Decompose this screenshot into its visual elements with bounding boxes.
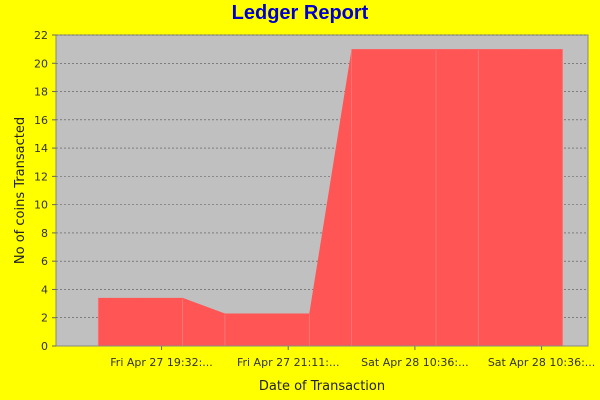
y-axis-ticks: 0 2 4 6 8 10 12 14 16 18 20 22 [34,29,56,353]
y-tick-label: 4 [41,283,48,296]
x-axis-label: Date of Transaction [259,379,385,394]
y-tick-label: 20 [34,57,48,70]
y-tick-label: 8 [41,227,48,240]
x-tick-label: Fri Apr 27 21:11:... [237,356,340,369]
x-axis-ticks: Fri Apr 27 19:32:... Fri Apr 27 21:11:...… [110,346,595,369]
y-tick-label: 6 [41,255,48,268]
y-tick-label: 18 [34,86,48,99]
y-tick-label: 16 [34,114,48,127]
y-tick-label: 22 [34,29,48,42]
y-tick-label: 0 [41,340,48,353]
x-tick-label: Sat Apr 28 10:36:... [488,356,595,369]
y-tick-label: 14 [34,142,48,155]
series-layer [98,49,563,346]
x-tick-label: Fri Apr 27 19:32:... [110,356,213,369]
category-lines [97,50,564,346]
y-tick-label: 2 [41,312,48,325]
chart-title: Ledger Report [231,2,369,24]
y-axis-label: No of coins Transacted [13,117,28,264]
y-tick-label: 12 [34,170,48,183]
x-tick-label: Sat Apr 28 10:36:... [361,356,468,369]
series-area [98,49,563,346]
y-tick-label: 10 [34,199,48,212]
